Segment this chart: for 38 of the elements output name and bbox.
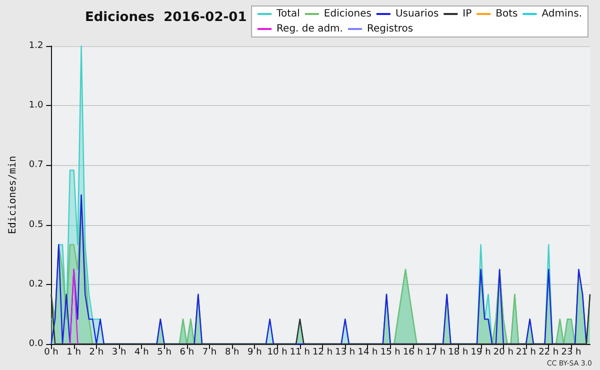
y-tick-label: 0.0 [28,339,44,349]
x-tick-label: 1 h [66,348,81,358]
x-tick-label: 13 h [335,348,356,358]
legend-label: Total [276,8,300,20]
x-tick-label: 3 h [112,348,126,358]
x-tick-label: 20 h [493,348,514,358]
x-tick-label: 0 h [44,348,58,358]
y-tick-label: 0.2 [28,279,44,290]
x-tick-label: 23 h [561,348,582,358]
x-tick-label: 6 h [180,348,194,358]
legend-label: Admins. [542,8,582,20]
x-tick-label: 18 h [448,348,468,358]
legend-label: Registros [366,24,414,34]
y-tick-label: 0.5 [28,220,44,230]
x-tick-label: 8 h [224,348,240,358]
x-tick-label: 19 h [470,348,491,358]
x-tick-label: 10 h [267,348,288,358]
x-tick-label: 7 h [202,348,217,358]
x-tick-label: 15 h [380,348,400,358]
x-tick-label: 12 h [312,348,333,358]
y-tick-label: 1.2 [28,41,44,51]
legend-label: Ediciones [324,8,372,20]
x-tick-label: 4 h [134,348,149,358]
chart-title: Ediciones 2016-02-01 [85,10,247,25]
x-tick-label: 2 h [89,348,104,358]
legend-label: Bots [496,8,518,20]
x-tick-label: 21 h [516,348,536,358]
legend-label: Usuarios [395,8,439,20]
legend-label: Reg. de adm. [276,24,343,34]
x-tick-label: 16 h [402,348,423,358]
x-tick-label: 9 h [248,348,262,358]
y-tick-label: 0.7 [28,160,44,170]
x-tick-label: 22 h [538,348,559,358]
x-tick-label: 5 h [157,348,172,358]
y-tick-label: 1.0 [28,100,44,111]
y-axis-title: Ediciones/min [8,156,18,234]
x-tick-label: 11 h [290,348,310,358]
legend-label: IP [462,8,472,20]
